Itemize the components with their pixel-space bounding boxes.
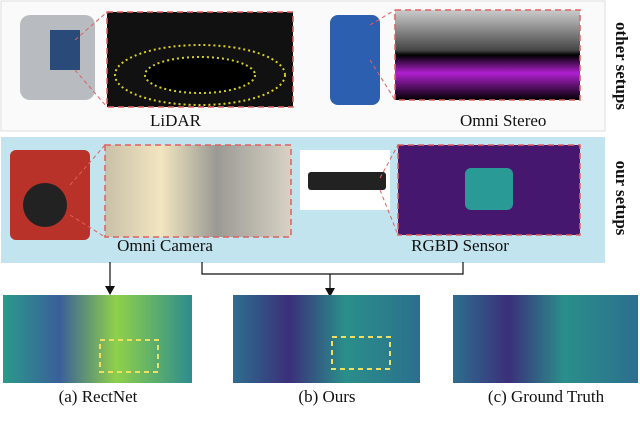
zoom-box (397, 144, 581, 236)
stereo-image (395, 10, 580, 100)
result-image (233, 295, 420, 383)
setup-label: RGBD Sensor (411, 236, 509, 255)
arrows (109, 262, 464, 290)
setup-label: LiDAR (150, 111, 202, 130)
highlight-box (99, 339, 159, 373)
result-label: (c) Ground Truth (488, 387, 605, 406)
rgbd-device (308, 172, 386, 190)
zoom-line (369, 9, 396, 26)
zoom-line (74, 69, 108, 108)
rgbd-object (465, 168, 513, 210)
zoom-line (74, 11, 108, 41)
zoom-box (104, 144, 292, 238)
zoom-line (379, 189, 399, 236)
highlight-box (331, 336, 391, 370)
zoom-line (379, 144, 399, 179)
setup-label: Omni Camera (117, 236, 213, 255)
camera-lens (23, 183, 67, 227)
result-label: (b) Ours (298, 387, 355, 406)
setup-label: Omni Stereo (460, 111, 546, 130)
lidar-rings (114, 44, 286, 106)
lidar-lens (50, 30, 80, 70)
zoom-box (394, 9, 581, 101)
zoom-box (106, 11, 294, 108)
result-image (453, 295, 638, 383)
stereo-device (330, 15, 380, 105)
zoom-line (69, 144, 106, 186)
result-image (3, 295, 192, 383)
zoom-line (369, 59, 396, 101)
panorama (105, 145, 291, 237)
side-label: our setups (612, 161, 631, 236)
result-label: (a) RectNet (59, 387, 138, 406)
lidar-rings (144, 56, 256, 94)
side-label: other setups (612, 22, 631, 110)
